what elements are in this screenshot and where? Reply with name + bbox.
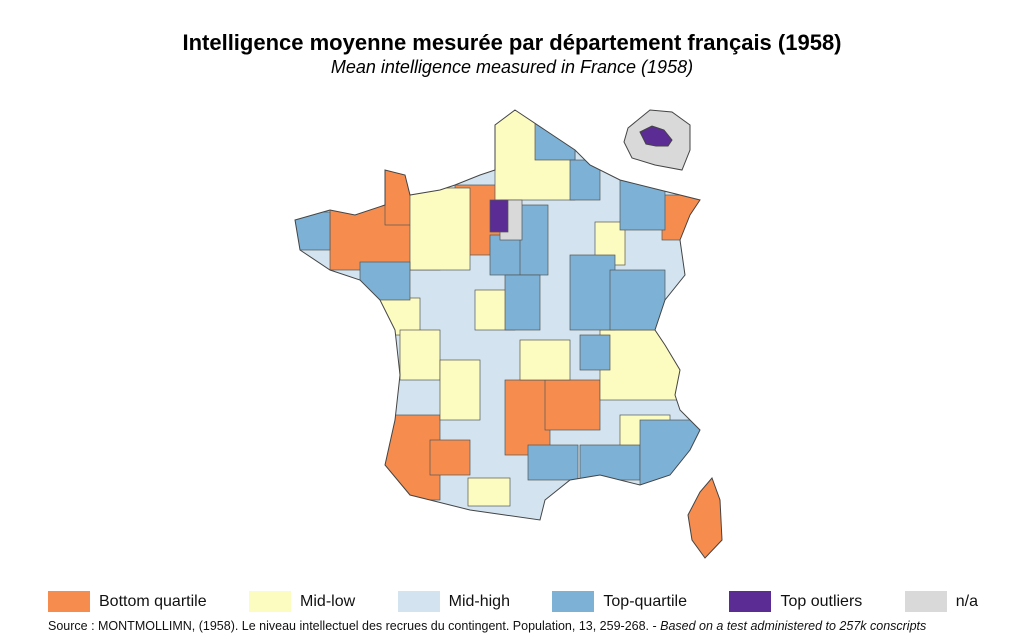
legend-label: Mid-low: [300, 592, 356, 610]
legend-label: Mid-high: [448, 592, 510, 610]
paris-inset: [623, 109, 691, 171]
department-top-quartile: [534, 117, 576, 161]
legend-label: Top-quartile: [603, 592, 688, 610]
department-top-quartile: [639, 419, 700, 487]
france-outline: [294, 109, 701, 521]
legend: Bottom quartile Mid-low Mid-high Top-qua…: [48, 591, 978, 612]
department-mid-low: [519, 339, 571, 381]
legend-item-na: n/a: [904, 591, 978, 612]
department-top-quartile: [504, 274, 541, 331]
department-top-quartile: [517, 204, 549, 276]
department-mid-low: [399, 329, 441, 381]
legend-label: n/a: [955, 592, 978, 610]
map-title: Intelligence moyenne mesurée par départe…: [182, 30, 842, 55]
legend-swatch: [249, 591, 292, 612]
department-bottom-quartile: [544, 379, 601, 431]
department-top-quartile: [609, 269, 666, 331]
department-mid-low: [439, 359, 481, 421]
legend-item-mid-high: Mid-high: [397, 591, 510, 612]
source-italic-note: Based on a test administered to 257k con…: [660, 619, 927, 633]
legend-item-top-quartile: Top-quartile: [552, 591, 687, 612]
source-text: Source : MONTMOLLIMN, (1958). Le niveau …: [48, 619, 661, 633]
department-top-quartile: [579, 444, 641, 481]
legend-swatch: [729, 591, 772, 612]
department-bottom-quartile: [504, 379, 551, 456]
corsica: [687, 477, 723, 559]
legend-label: Top outliers: [780, 592, 863, 610]
department-top-quartile: [579, 334, 611, 371]
department-mid-low: [467, 477, 511, 507]
legend-item-mid-low: Mid-low: [249, 591, 355, 612]
department-top-quartile: [569, 159, 601, 201]
department-bottom-quartile: [429, 439, 471, 476]
department-top-quartile: [569, 254, 616, 331]
legend-swatch: [397, 591, 440, 612]
paris-city: [639, 125, 673, 147]
department-top-quartile: [489, 234, 521, 276]
legend-swatch: [904, 591, 947, 612]
map-subtitle: Mean intelligence measured in France (19…: [330, 57, 694, 77]
department-top-quartile: [527, 444, 579, 481]
legend-swatch: [48, 591, 90, 612]
department-top-quartile: [619, 179, 666, 231]
department-bottom-quartile: [661, 194, 700, 241]
department-top-outliers: [489, 199, 509, 233]
department-mid-low: [409, 187, 471, 271]
legend-item-bottom-quartile: Bottom quartile: [48, 591, 207, 612]
department-mid-low: [599, 329, 681, 401]
department-top-quartile: [359, 261, 411, 301]
legend-item-top-outliers: Top outliers: [729, 591, 862, 612]
legend-swatch: [552, 591, 595, 612]
legend-label: Bottom quartile: [99, 592, 207, 610]
department-top-quartile: [295, 211, 331, 251]
source-note: Source : MONTMOLLIMN, (1958). Le niveau …: [48, 619, 926, 633]
